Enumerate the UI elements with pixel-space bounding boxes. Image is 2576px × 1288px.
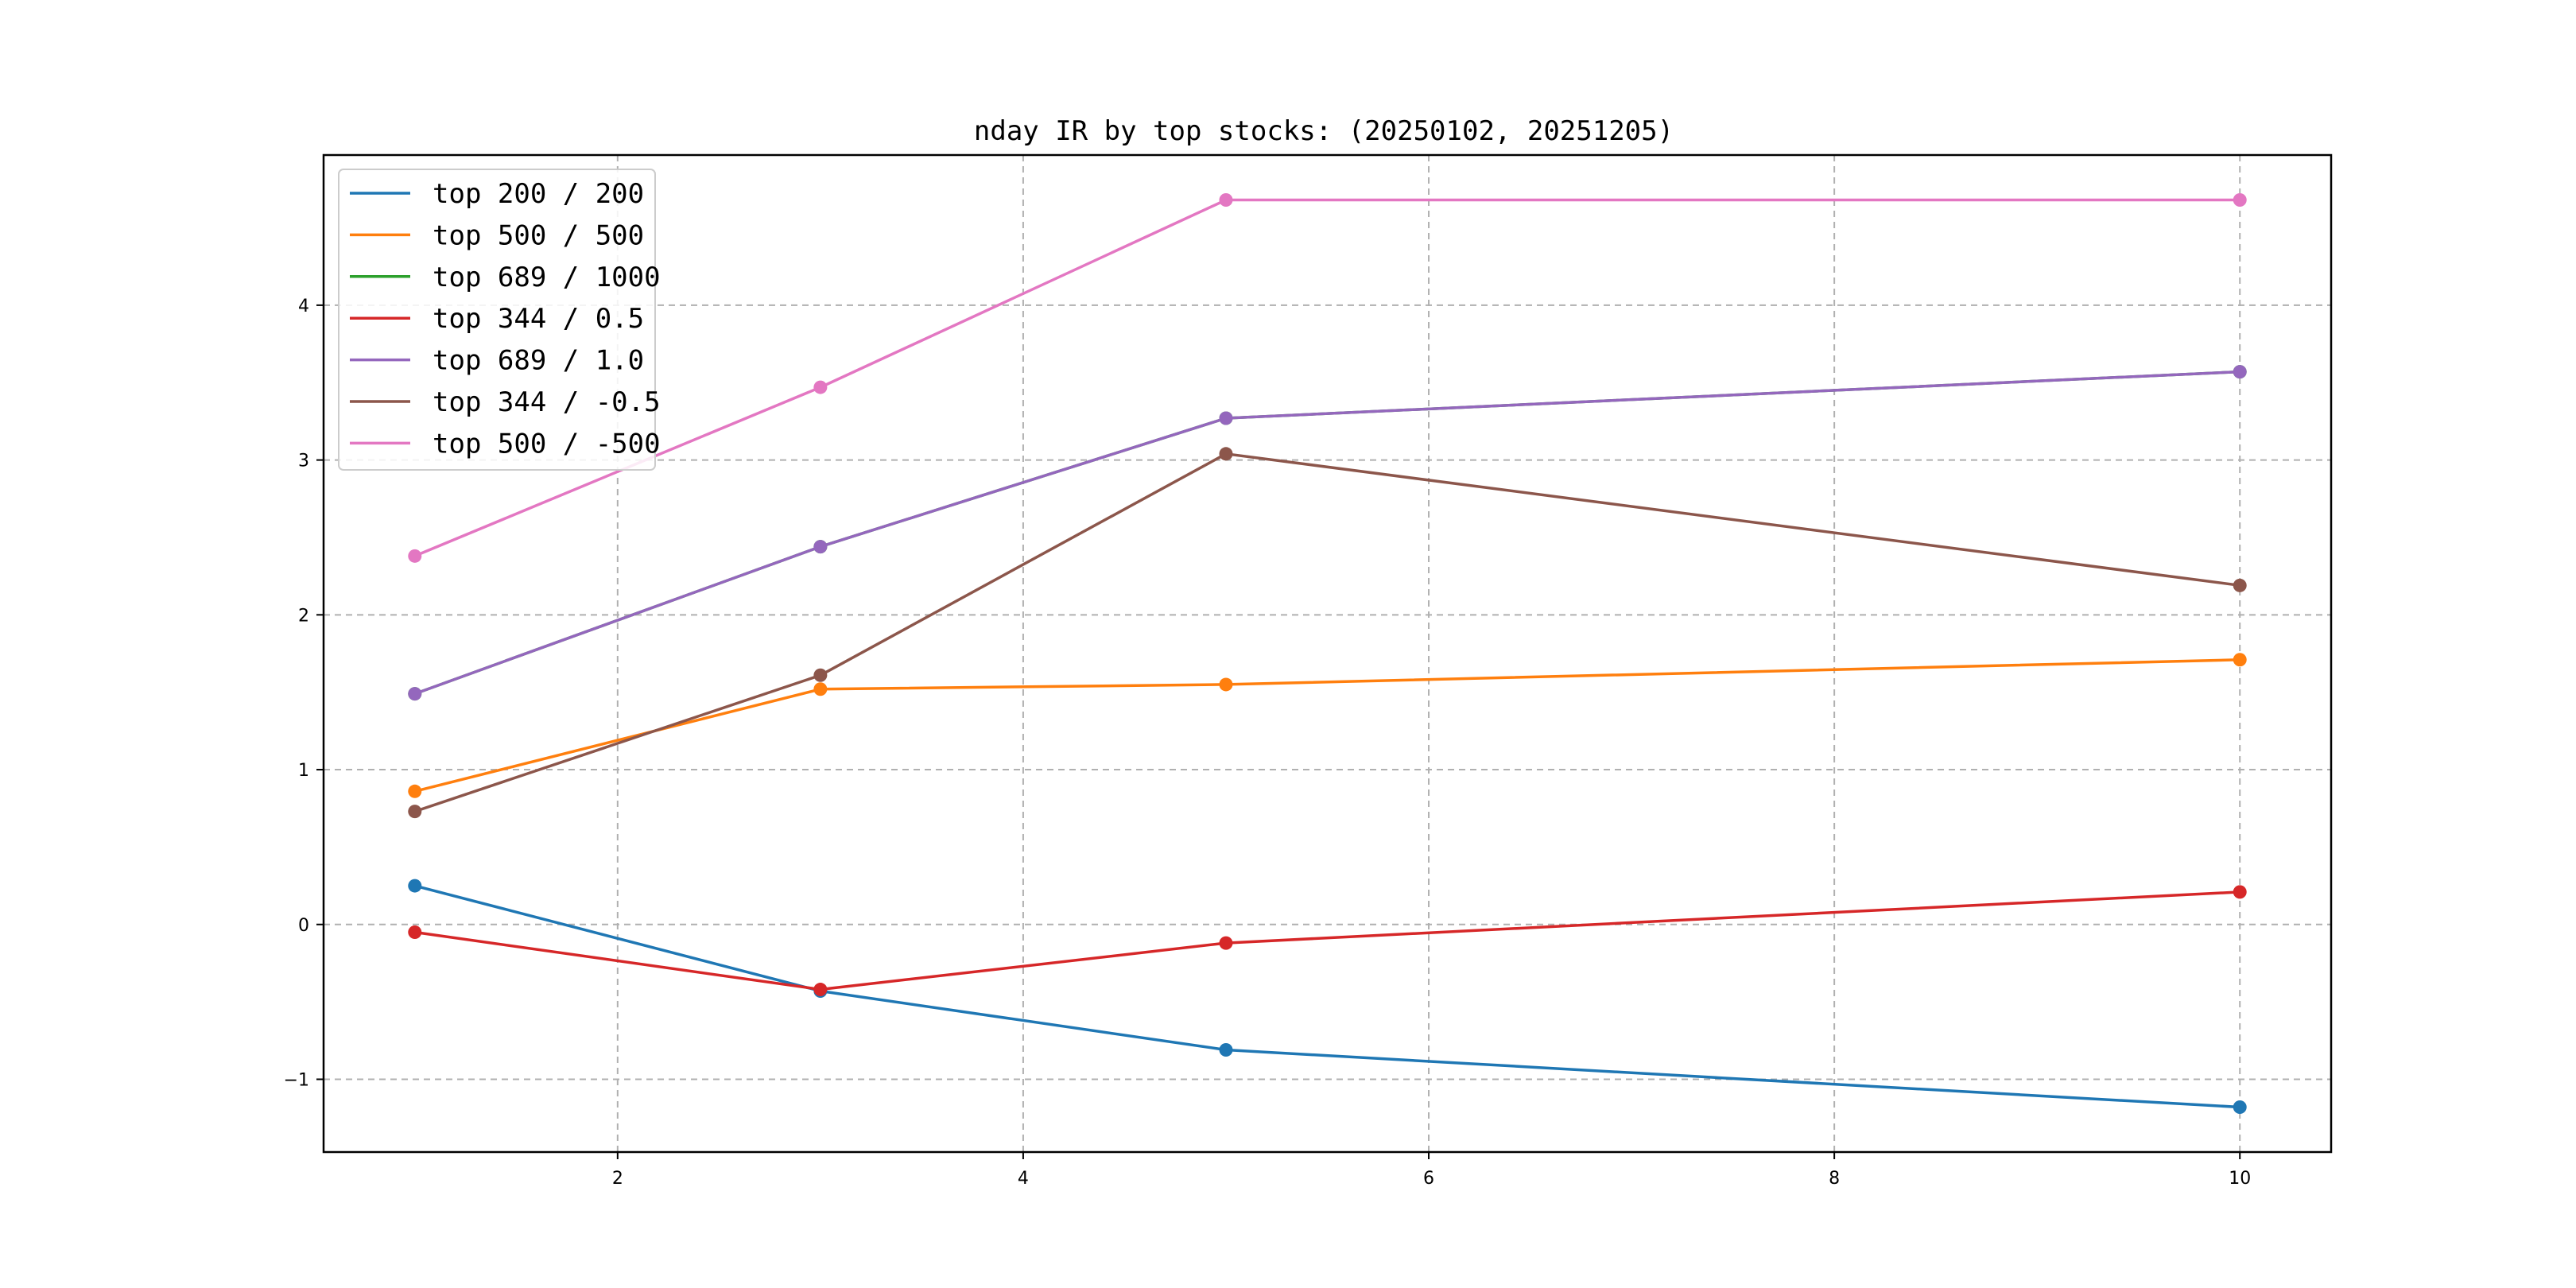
- data-point: [1219, 192, 1233, 207]
- legend-entry: top 500 / -500: [350, 428, 661, 460]
- data-point: [408, 549, 422, 563]
- series-layer: [408, 192, 2247, 1115]
- data-point: [408, 687, 422, 701]
- legend-label: top 689 / 1.0: [433, 345, 644, 377]
- data-point: [1219, 677, 1233, 692]
- data-point: [2233, 653, 2247, 667]
- x-tick-label: 2: [612, 1169, 623, 1189]
- series-line: [413, 890, 2241, 991]
- y-tick-label: −1: [284, 1070, 309, 1090]
- data-point: [1219, 1042, 1233, 1057]
- data-point: [408, 879, 422, 893]
- legend-entry: top 344 / -0.5: [350, 386, 661, 418]
- grid-lines: [324, 155, 2331, 1152]
- chart-title: nday IR by top stocks: (20250102, 202512…: [974, 115, 1674, 147]
- data-point: [1219, 411, 1233, 425]
- data-point: [813, 540, 828, 554]
- data-point: [1219, 447, 1233, 461]
- y-tick-label: 4: [298, 297, 309, 316]
- data-point: [2233, 578, 2247, 592]
- axis-ticks: 2 4 6 8 10 −1 0 1 2 3 4: [284, 297, 2252, 1189]
- y-tick-label: 1: [298, 761, 309, 781]
- data-point: [408, 925, 422, 939]
- legend-label: top 500 / 500: [433, 219, 644, 251]
- series-2: [408, 653, 2247, 798]
- legend-label: top 200 / 200: [433, 178, 644, 210]
- y-tick-label: 2: [298, 606, 309, 626]
- data-point: [2233, 885, 2247, 899]
- y-tick-label: 3: [298, 452, 309, 471]
- series-7: [408, 192, 2247, 563]
- data-point: [2233, 1100, 2247, 1115]
- data-point: [408, 784, 422, 798]
- legend-label: top 344 / 0.5: [433, 303, 644, 335]
- legend-entry: top 689 / 1.0: [350, 345, 644, 377]
- data-point: [2233, 365, 2247, 379]
- legend-label: top 344 / -0.5: [433, 386, 661, 418]
- data-point: [813, 682, 828, 696]
- legend-label: top 689 / 1000: [433, 262, 661, 293]
- legend-label: top 500 / -500: [433, 428, 661, 460]
- data-point: [813, 380, 828, 394]
- x-tick-label: 10: [2229, 1169, 2251, 1189]
- data-point: [1219, 936, 1233, 950]
- series-line: [413, 370, 2241, 696]
- series-line: [413, 452, 2241, 813]
- series-line: [413, 198, 2241, 558]
- data-point: [813, 668, 828, 682]
- legend-entry: top 200 / 200: [350, 178, 644, 210]
- plot-area-frame: [322, 153, 2333, 1154]
- legend-box: [338, 169, 656, 471]
- data-point: [813, 983, 828, 997]
- legend-entry: top 689 / 1000: [350, 262, 661, 293]
- series-6: [408, 447, 2247, 819]
- x-tick-label: 8: [1829, 1169, 1840, 1189]
- series-line: [413, 884, 2241, 1109]
- data-point: [2233, 192, 2247, 207]
- x-tick-label: 6: [1423, 1169, 1434, 1189]
- series-line: [413, 658, 2241, 793]
- data-point: [408, 805, 422, 819]
- y-tick-label: 0: [298, 916, 309, 936]
- series-5: [408, 365, 2247, 701]
- legend: top 200 / 200 top 500 / 500 top 689 / 1000…: [338, 169, 661, 471]
- legend-entry: top 344 / 0.5: [350, 303, 644, 335]
- series-4: [408, 885, 2247, 997]
- x-tick-label: 4: [1018, 1169, 1029, 1189]
- legend-entry: top 500 / 500: [350, 219, 644, 251]
